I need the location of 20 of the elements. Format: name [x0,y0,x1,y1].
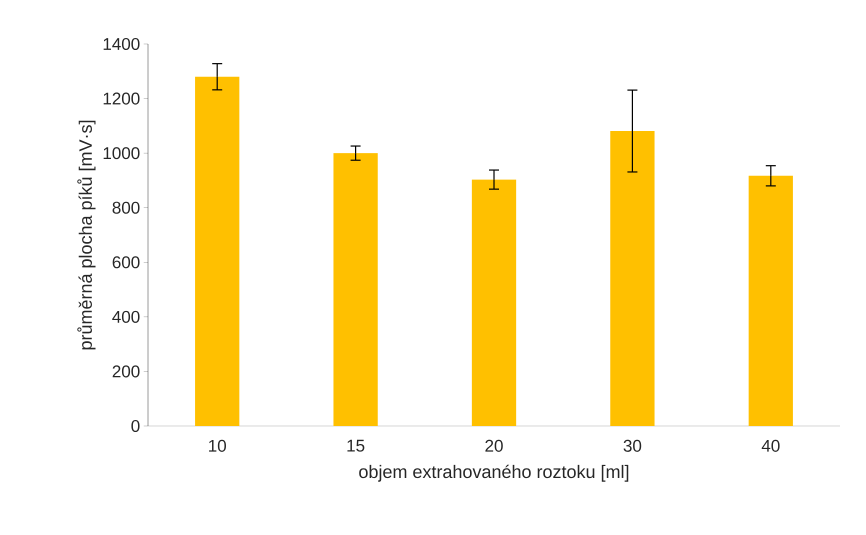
x-tick-label: 15 [347,440,364,452]
x-tick-label: 30 [624,440,642,452]
y-tick-label: 400 [112,310,140,323]
y-tick-label: 0 [131,420,140,432]
bar [195,76,240,426]
y-tick-label: 200 [112,365,140,378]
bar [472,180,516,426]
x-tick-label: 40 [762,440,780,452]
y-tick-label: 600 [112,256,140,268]
x-tick-label: 10 [209,440,226,452]
bar [333,153,378,426]
y-axis-title: průměrná plocha píků [mV·s] [77,120,96,350]
bar [610,131,655,426]
y-tick-label: 1200 [104,92,140,105]
y-tick-label: 1400 [104,38,140,50]
y-tick-label: 1000 [104,147,140,160]
y-tick-label: 800 [112,202,140,214]
bar [748,176,793,426]
x-axis-title: objem extrahovaného roztoku [ml] [359,464,628,482]
x-tick-label: 20 [485,440,503,452]
